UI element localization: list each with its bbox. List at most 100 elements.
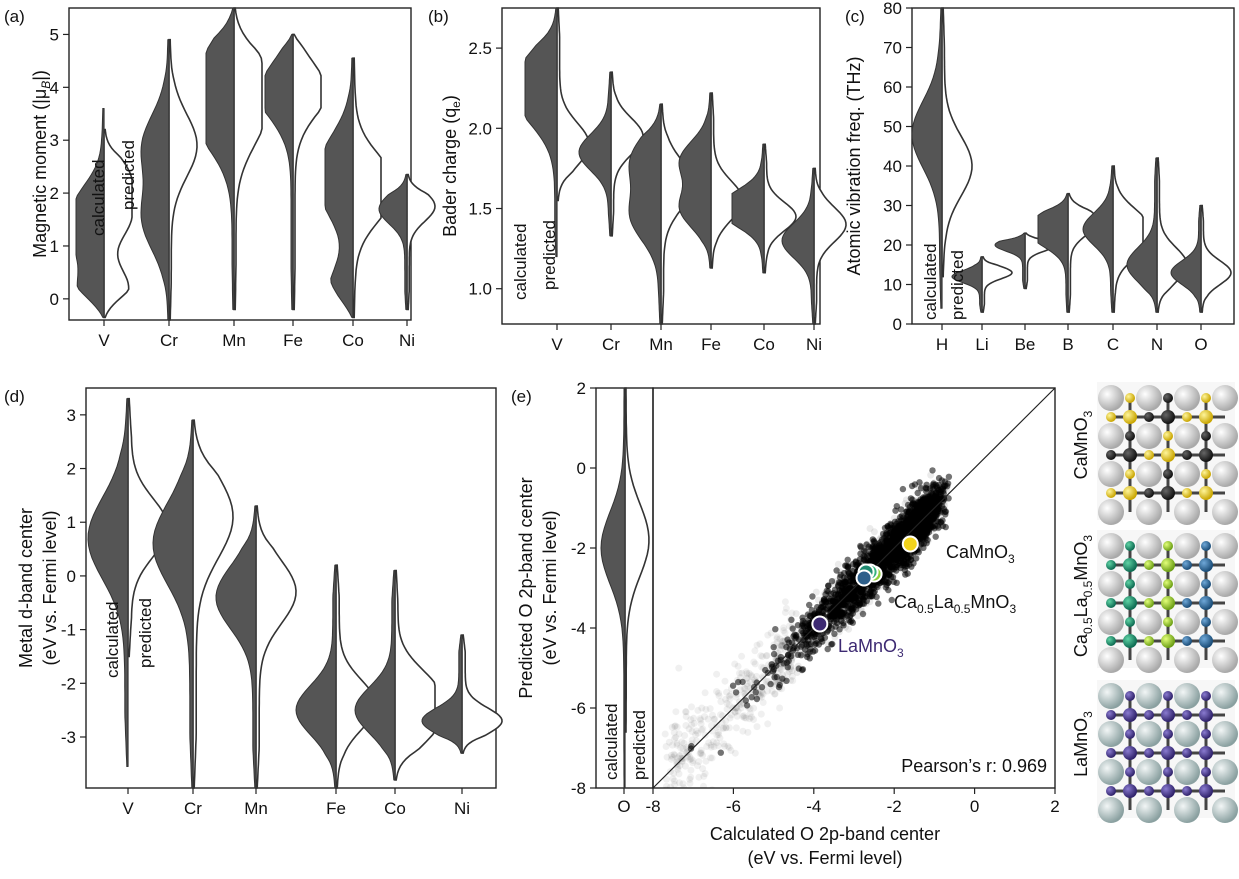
atom-a-site xyxy=(1212,647,1238,673)
x-tick-label: N xyxy=(1151,335,1163,354)
panel-c-violins xyxy=(911,7,1232,313)
y-tick-label: 1 xyxy=(50,237,59,256)
scatter-point xyxy=(753,723,761,731)
x-tick-label: Co xyxy=(384,799,406,818)
panel-d-y-axis-title-line1: Metal d-band center xyxy=(16,508,36,668)
violin-predicted-co xyxy=(394,569,436,781)
atom-oxygen xyxy=(1125,691,1135,701)
scatter-point xyxy=(902,496,910,504)
panel-a: (a) 0 1 2 3 4 5 V Cr Mn Fe Co Ni Magnetic moment (… xyxy=(4,7,436,350)
scatter-point xyxy=(818,598,826,606)
atom-oxygen xyxy=(1201,767,1211,777)
atom-oxygen xyxy=(1182,710,1192,720)
scatter-point xyxy=(678,738,686,746)
atom-a-site xyxy=(1212,759,1238,785)
scatter-point xyxy=(908,482,916,490)
highlighted-point-5 xyxy=(811,615,829,633)
y-tick-label: 0 xyxy=(577,459,586,478)
scatter-point xyxy=(751,679,759,686)
atom-oxygen xyxy=(1182,636,1192,646)
scatter-point xyxy=(938,477,945,484)
atom-oxygen xyxy=(1163,617,1173,627)
atom-oxygen xyxy=(1163,431,1173,441)
scatter-point xyxy=(911,554,919,562)
scatter-point xyxy=(785,639,792,646)
violin-predicted-fe xyxy=(292,33,322,311)
violin-calculated-co xyxy=(731,143,765,274)
camno3-structure-image xyxy=(1097,382,1238,525)
atom-oxygen xyxy=(1106,710,1116,720)
atom-a-site xyxy=(1136,385,1162,411)
atom-a-site xyxy=(1098,721,1124,747)
x-tick-label: Mn xyxy=(649,335,673,354)
atom-a-site xyxy=(1212,721,1238,747)
scatter-point xyxy=(731,749,739,757)
scatter-point xyxy=(899,485,907,493)
scatter-point xyxy=(778,685,786,693)
violin-calculated-mn xyxy=(628,103,662,325)
scatter-point xyxy=(757,710,765,718)
atom-oxygen xyxy=(1163,393,1173,403)
scatter-point xyxy=(890,514,898,522)
scatter-point xyxy=(710,787,713,788)
x-tick-label: V xyxy=(551,335,563,354)
scatter-point xyxy=(932,533,939,540)
scatter-point xyxy=(869,536,876,543)
scatter-point xyxy=(809,593,816,600)
scatter-point xyxy=(908,563,915,570)
y-tick-label: 20 xyxy=(883,236,902,255)
scatter-point xyxy=(801,646,809,653)
scatter-point xyxy=(919,525,927,532)
scatter-point xyxy=(913,555,920,562)
atom-b-site xyxy=(1199,634,1213,648)
scatter-point xyxy=(771,674,778,681)
atom-oxygen xyxy=(1201,393,1211,403)
scatter-point xyxy=(938,483,946,491)
atom-oxygen xyxy=(1106,636,1116,646)
scatter-point xyxy=(807,640,815,648)
atom-a-site xyxy=(1174,759,1200,785)
violin-calculated-co xyxy=(324,57,354,318)
scatter-point xyxy=(777,642,785,650)
x-tick-label: Ni xyxy=(806,335,822,354)
scatter-point xyxy=(892,507,899,514)
scatter-point xyxy=(764,720,772,728)
scatter-point xyxy=(753,679,760,686)
atom-b-site xyxy=(1199,784,1213,798)
atom-a-site xyxy=(1136,533,1162,559)
panel-e-y-ticks: 2 0 -2 -4 -6 -8 xyxy=(571,379,596,798)
atom-oxygen xyxy=(1125,579,1135,589)
atom-oxygen xyxy=(1163,767,1173,777)
scatter-point xyxy=(835,583,842,590)
atom-a-site xyxy=(1212,683,1238,709)
scatter-point xyxy=(667,783,675,788)
atom-b-site xyxy=(1199,596,1213,610)
scatter-point xyxy=(701,731,709,739)
scatter-point xyxy=(840,619,847,627)
scatter-point xyxy=(781,598,789,606)
scatter-point xyxy=(738,652,746,660)
scatter-point xyxy=(781,609,789,616)
violin-predicted-co xyxy=(352,57,382,319)
scatter-point xyxy=(770,650,778,658)
scatter-point xyxy=(938,507,946,515)
atom-oxygen xyxy=(1201,729,1211,739)
scatter-point xyxy=(857,544,865,551)
atom-b-site xyxy=(1123,634,1137,648)
y-tick-label: 80 xyxy=(883,0,902,18)
scatter-point xyxy=(807,637,814,645)
scatter-point xyxy=(752,689,759,696)
scatter-point xyxy=(732,693,740,701)
scatter-point xyxy=(833,567,840,574)
x-tick-label: Mn xyxy=(244,799,268,818)
scatter-point xyxy=(859,610,867,618)
scatter-point xyxy=(748,673,756,681)
scatter-point xyxy=(852,594,860,601)
panel-d-y-axis-title-line2: (eV vs. Fermi level) xyxy=(40,510,60,665)
scatter-point xyxy=(879,578,886,585)
scatter-point xyxy=(837,604,845,612)
atom-b-site xyxy=(1123,410,1137,424)
scatter-point xyxy=(758,663,766,671)
atom-oxygen xyxy=(1144,598,1154,608)
atom-a-site xyxy=(1212,609,1238,635)
